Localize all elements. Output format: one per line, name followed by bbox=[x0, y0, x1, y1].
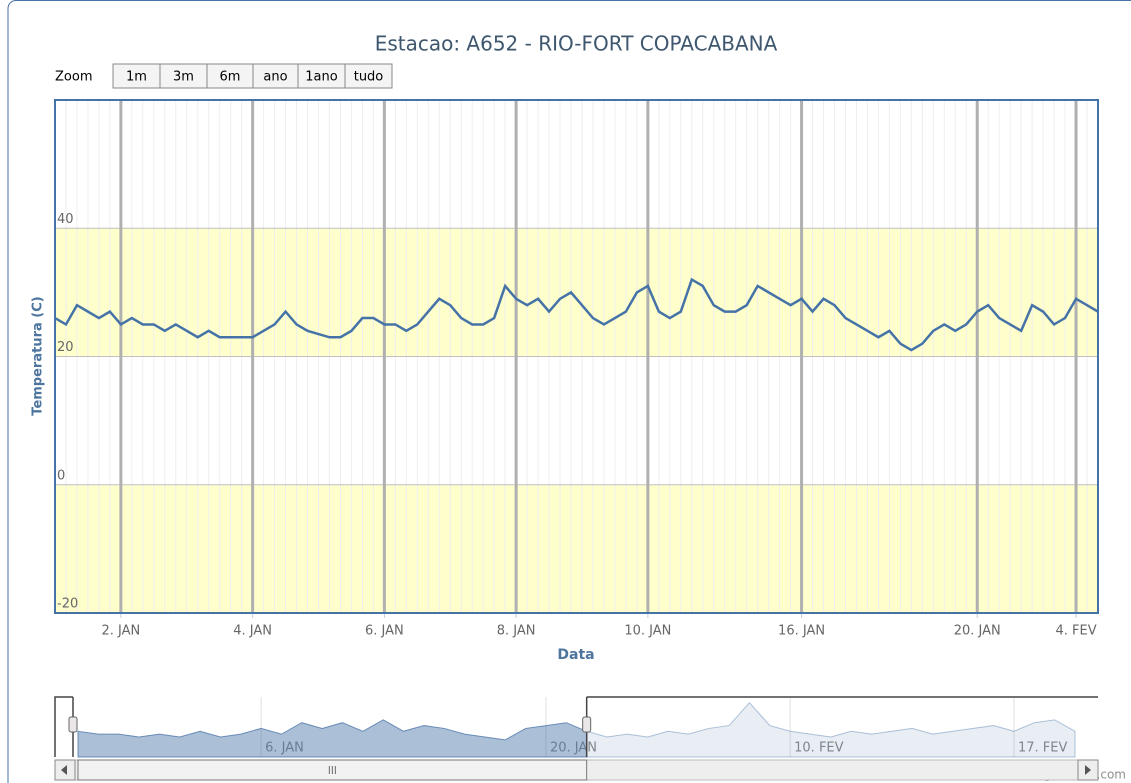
navigator-handle[interactable] bbox=[582, 716, 592, 733]
navigator-tick-label: 17. FEV bbox=[1018, 741, 1067, 756]
zoom-buttons: 1m 3m 6m ano 1ano tudo bbox=[112, 63, 393, 89]
x-tick-label: 4. FEV bbox=[1055, 624, 1096, 639]
plot-band bbox=[55, 228, 1098, 357]
navigator-tick-label: 6. JAN bbox=[265, 741, 304, 756]
data-line bbox=[54, 277, 1099, 352]
zoom-button[interactable]: 1ano bbox=[297, 63, 346, 89]
x-tick-label: 4. JAN bbox=[233, 624, 272, 639]
y-tick-label: -20 bbox=[57, 597, 78, 612]
plot-band bbox=[55, 484, 1098, 613]
y-axis-title: Temperatura (C) bbox=[31, 296, 46, 415]
x-tick-label: 16. JAN bbox=[778, 624, 825, 639]
zoom-button-label[interactable]: tudo bbox=[354, 70, 384, 85]
chart-border bbox=[7, 0, 1131, 783]
y-tick-label: 20 bbox=[57, 340, 74, 355]
zoom-button-label[interactable]: 6m bbox=[220, 70, 241, 85]
navigator-selected-area bbox=[77, 719, 588, 758]
x-tick-label: 10. JAN bbox=[624, 624, 671, 639]
navigator-tick-label: 20. JAN bbox=[550, 741, 597, 756]
x-tick-label: 20. JAN bbox=[954, 624, 1001, 639]
navigator-tick-label: 10. FEV bbox=[794, 741, 843, 756]
zoom-label: Zoom bbox=[55, 70, 92, 85]
y-tick-label: 40 bbox=[57, 212, 74, 227]
scrollbar-left-arrow bbox=[61, 765, 67, 775]
zoom-button[interactable]: tudo bbox=[344, 63, 393, 89]
x-tick-label: 2. JAN bbox=[101, 624, 140, 639]
plot-border bbox=[54, 99, 1099, 614]
zoom-button-label[interactable]: ano bbox=[263, 70, 287, 85]
zoom-button-label[interactable]: 3m bbox=[173, 70, 194, 85]
chart-title: Estacao: A652 - RIO-FORT COPACABANA bbox=[375, 32, 778, 56]
navigator-area bbox=[586, 701, 1076, 758]
zoom-button[interactable]: 6m bbox=[206, 63, 254, 89]
zoom-button-box[interactable] bbox=[112, 63, 161, 89]
x-tick-label: 8. JAN bbox=[497, 624, 536, 639]
x-axis-title: Data bbox=[557, 647, 594, 663]
zoom-button[interactable]: 1m bbox=[112, 63, 161, 89]
zoom-button[interactable]: 3m bbox=[159, 63, 208, 89]
zoom-button-label[interactable]: 1m bbox=[126, 70, 147, 85]
zoom-button-label[interactable]: 1ano bbox=[305, 70, 337, 85]
navigator-outline bbox=[54, 696, 1098, 757]
y-tick-label: 0 bbox=[57, 468, 65, 483]
navigator-handle[interactable] bbox=[68, 716, 78, 733]
scrollbar-right-arrow bbox=[1085, 765, 1091, 775]
x-tick-label: 6. JAN bbox=[365, 624, 404, 639]
zoom-button-box[interactable] bbox=[344, 63, 393, 89]
zoom-button[interactable]: ano bbox=[252, 63, 299, 89]
zoom-button-box[interactable] bbox=[252, 63, 299, 89]
